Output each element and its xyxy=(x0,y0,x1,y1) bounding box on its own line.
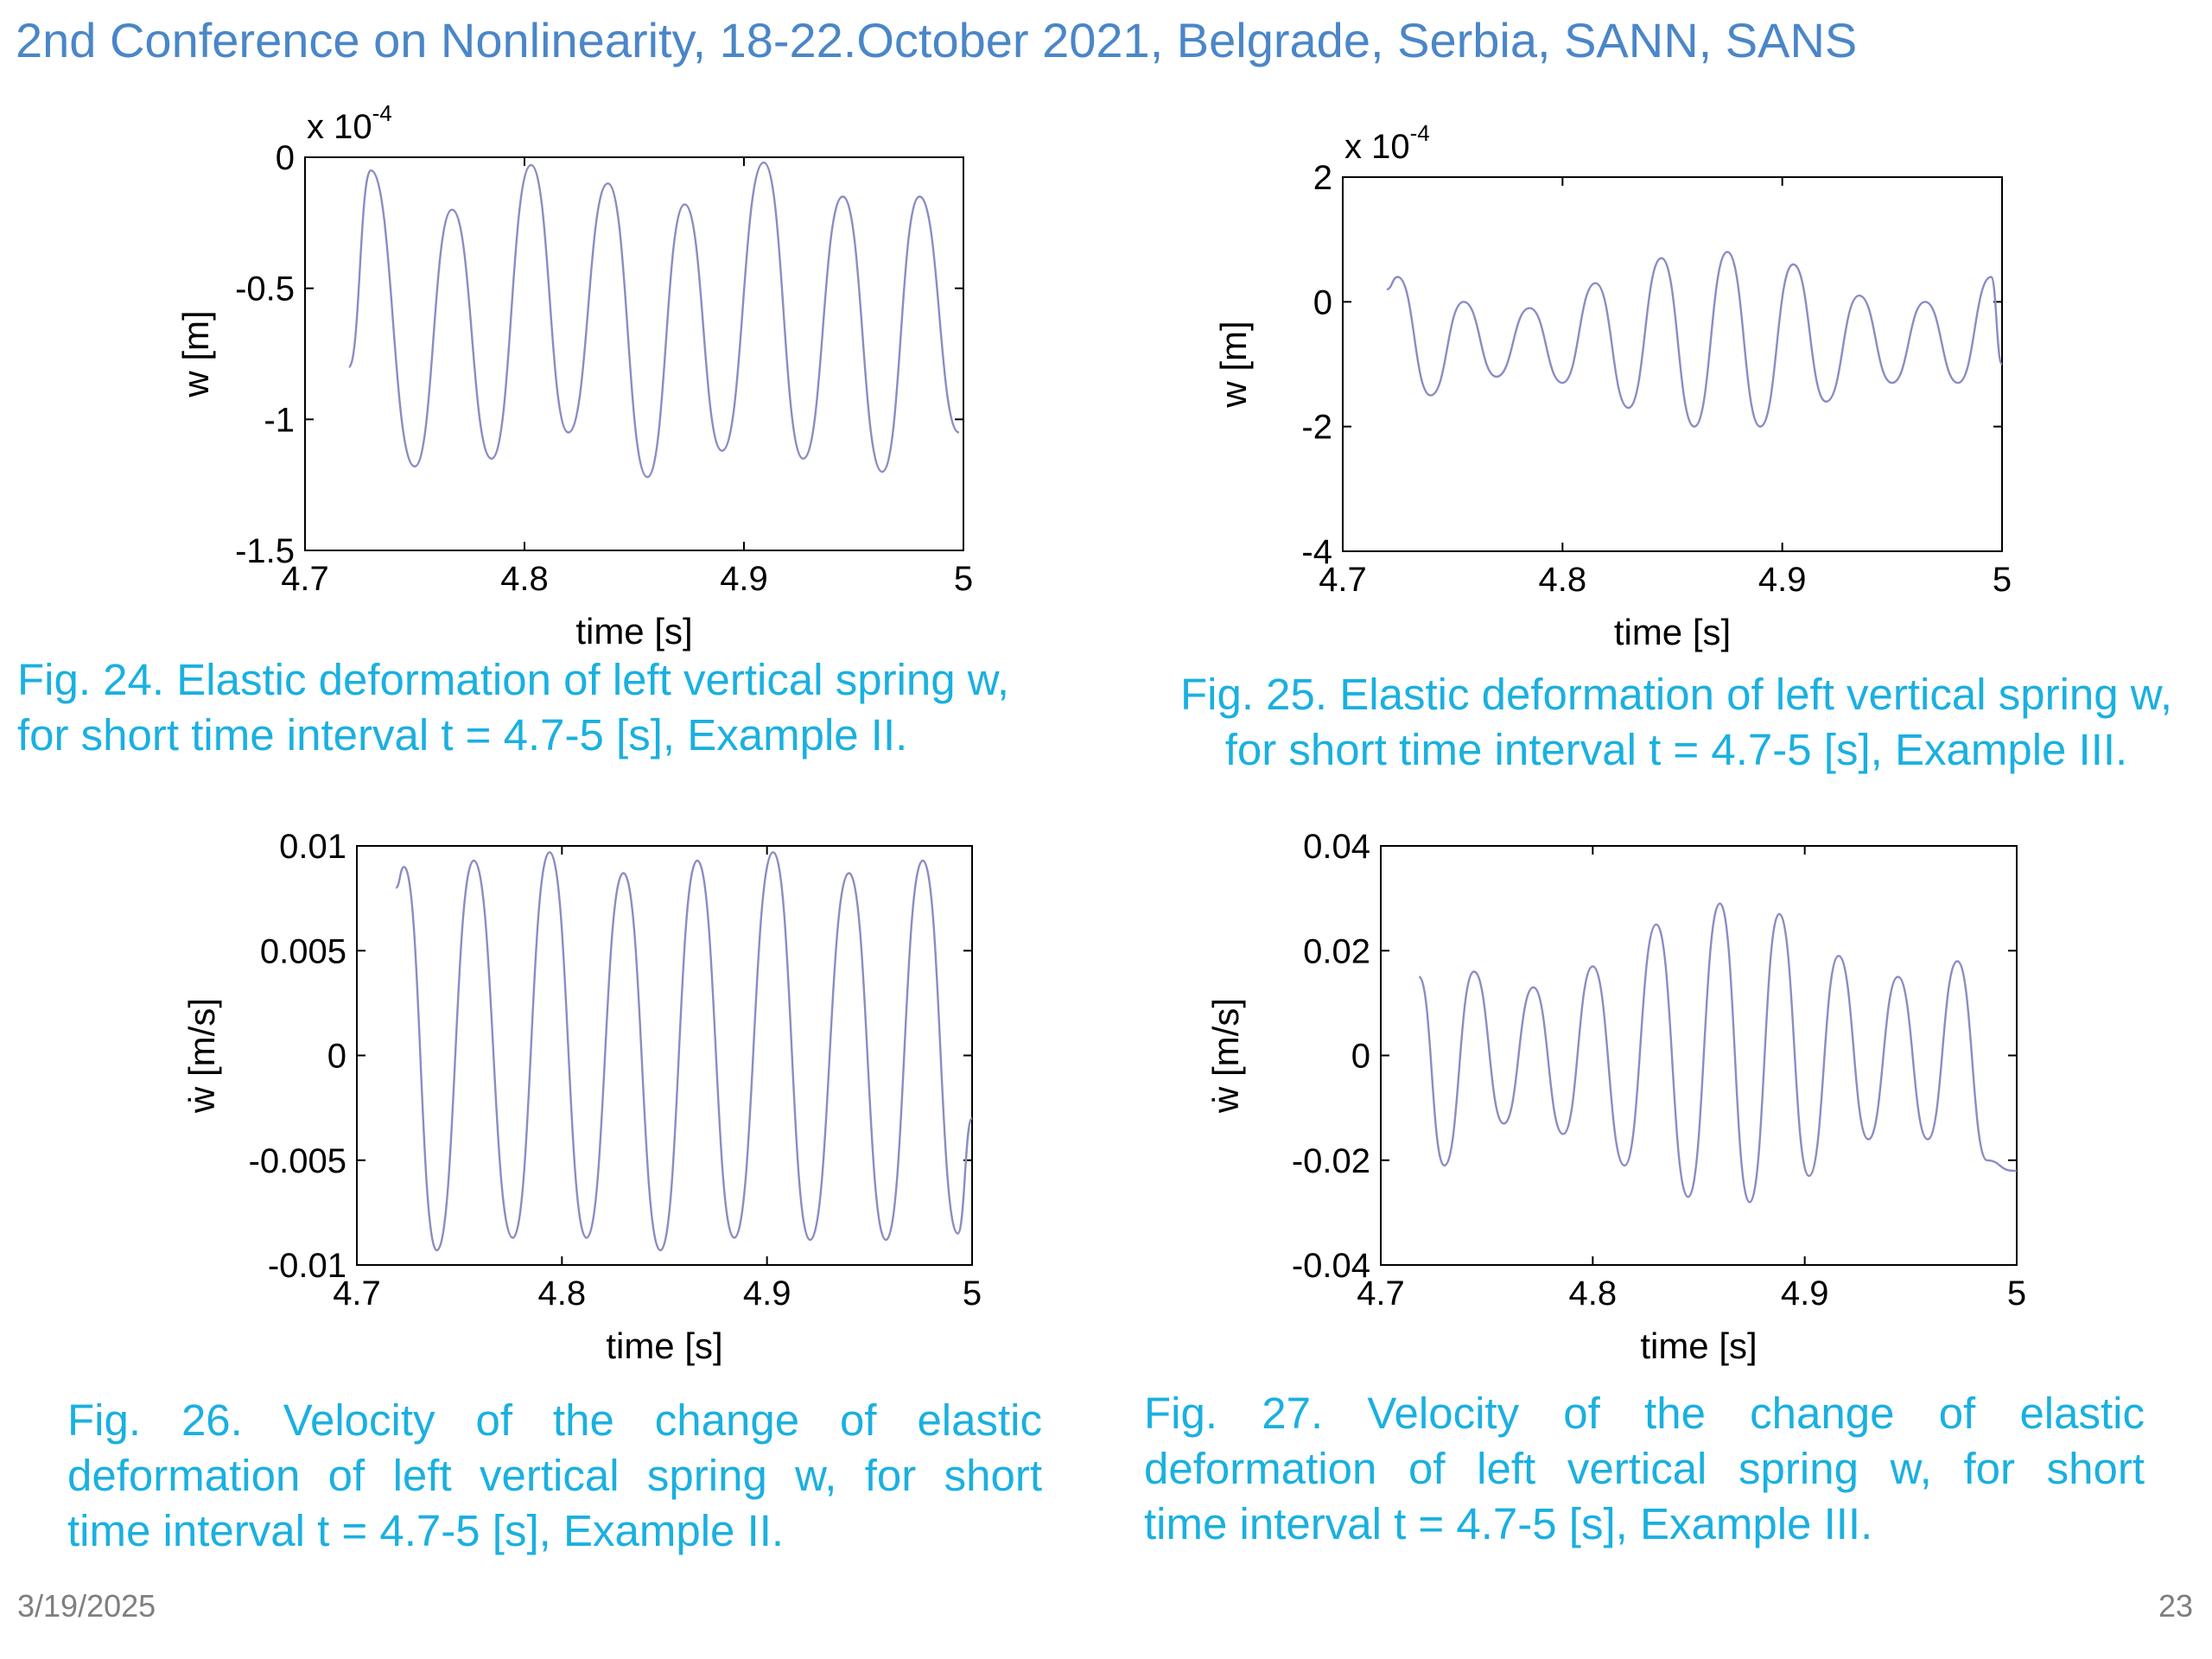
x-axis-label: time [s] xyxy=(575,611,692,652)
y-tick-label: -0.01 xyxy=(268,1247,346,1285)
multiplier-exponent: -4 xyxy=(372,100,392,126)
caption-fig-27: Fig. 27. Velocity of the change of elast… xyxy=(1144,1386,2145,1552)
x-tick-label: 5 xyxy=(1993,561,2012,599)
y-tick-label: 0.02 xyxy=(1303,932,1370,970)
x-tick-label: 4.7 xyxy=(333,1274,381,1313)
chart-fig-27: 0.04 0.02 0 -0.02 -0.044.7 4.8 4.9 5 time [s] ẇ [… xyxy=(1205,828,2026,1366)
caption-line: Fig. 26. Velocity of the change of elast… xyxy=(67,1395,1042,1445)
multiplier-base: x 10 xyxy=(307,108,372,146)
caption-line: time interval t = 4.7-5 [s], Example II. xyxy=(67,1506,785,1555)
plot-frame xyxy=(304,156,964,551)
chart-fig-26: 0.01 0.005 0 -0.005 -0.014.7 4.8 4.9 5 time [s] ẇ… xyxy=(181,828,982,1366)
x-tick-label: 4.9 xyxy=(1758,561,1807,599)
x-tick-label: 4.8 xyxy=(1539,561,1587,599)
caption-fig-25: Fig. 25. Elastic deformation of left ver… xyxy=(1158,667,2195,778)
y-tick-label: 2 xyxy=(1313,159,1332,197)
chart-fig-24: 0 -0.5 -1 -1.54.7 4.8 4.9 5 time [s] w [m] x 10-4 xyxy=(175,100,973,652)
caption-line: deformation of left vertical spring w, f… xyxy=(1144,1444,2145,1493)
y-axis-multiplier: x 10-4 xyxy=(307,100,392,146)
plot-frame xyxy=(1380,845,2018,1266)
x-tick-label: 4.9 xyxy=(720,560,768,598)
y-tick-label: 0 xyxy=(1351,1038,1370,1076)
x-tick-label: 4.7 xyxy=(281,560,329,598)
y-tick-label: -0.02 xyxy=(1292,1142,1370,1180)
y-tick-label: -2 xyxy=(1301,409,1332,447)
caption-line: for short time interval t = 4.7-5 [s], E… xyxy=(1224,725,2128,774)
multiplier-base: x 10 xyxy=(1344,128,1410,166)
series-line xyxy=(395,851,974,1252)
y-tick-label: 0 xyxy=(1313,283,1332,321)
y-tick-label: -1.5 xyxy=(235,532,295,570)
x-tick-label: 5 xyxy=(954,560,973,598)
plot-frame xyxy=(356,845,973,1266)
caption-fig-24: Fig. 24. Elastic deformation of left ver… xyxy=(17,652,1089,763)
y-tick-label: 0.005 xyxy=(260,932,346,970)
y-axis-label: ẇ [m/s] xyxy=(1205,998,1246,1114)
y-tick-label: -0.5 xyxy=(235,270,295,308)
y-tick-label: 0 xyxy=(276,139,295,177)
caption-line: Fig. 25. Elastic deformation of left ver… xyxy=(1180,670,2172,719)
x-tick-label: 4.8 xyxy=(500,560,549,598)
caption-line: deformation of left vertical spring w, f… xyxy=(67,1451,1042,1500)
x-tick-label: 4.9 xyxy=(743,1274,791,1313)
y-tick-label: 0.04 xyxy=(1303,828,1370,866)
y-tick-label: 0.01 xyxy=(279,828,346,866)
x-tick-label: 4.8 xyxy=(538,1274,587,1313)
caption-line: time interval t = 4.7-5 [s], Example III… xyxy=(1144,1499,1873,1548)
x-axis-label: time [s] xyxy=(1640,1325,1757,1366)
caption-line: Fig. 27. Velocity of the change of elast… xyxy=(1144,1389,2145,1438)
y-axis-label: w [m] xyxy=(1213,321,1254,408)
slide-title: 2nd Conference on Nonlinearity, 18-22.Oc… xyxy=(16,13,1858,67)
series-line xyxy=(1386,251,2004,428)
multiplier-exponent: -4 xyxy=(1410,120,1430,146)
plot-frame xyxy=(1342,176,2003,552)
series-line xyxy=(347,161,960,479)
x-tick-label: 4.9 xyxy=(1781,1274,1829,1313)
x-tick-label: 4.7 xyxy=(1357,1274,1405,1313)
caption-line: Fig. 24. Elastic deformation of left ver… xyxy=(17,655,1009,704)
x-tick-label: 5 xyxy=(2007,1274,2026,1313)
y-axis-label: w [m] xyxy=(175,310,216,397)
y-tick-label: -0.04 xyxy=(1292,1247,1370,1285)
x-tick-label: 4.8 xyxy=(1569,1274,1618,1313)
y-tick-label: 0 xyxy=(327,1038,346,1076)
slide-page-number: 23 xyxy=(2158,1588,2193,1624)
x-tick-label: 4.7 xyxy=(1319,561,1367,599)
caption-fig-26: Fig. 26. Velocity of the change of elast… xyxy=(67,1393,1042,1559)
y-axis-multiplier: x 10-4 xyxy=(1344,120,1430,166)
y-tick-label: -1 xyxy=(264,401,295,439)
series-line xyxy=(1418,902,2017,1204)
caption-line: for short time interval t = 4.7-5 [s], E… xyxy=(17,710,908,760)
y-axis-label: ẇ [m/s] xyxy=(181,998,222,1114)
x-axis-label: time [s] xyxy=(606,1325,722,1366)
y-tick-label: -4 xyxy=(1301,533,1332,571)
x-axis-label: time [s] xyxy=(1614,612,1731,652)
x-tick-label: 5 xyxy=(963,1274,982,1313)
y-tick-label: -0.005 xyxy=(249,1142,346,1180)
slide-date: 3/19/2025 xyxy=(17,1588,156,1624)
